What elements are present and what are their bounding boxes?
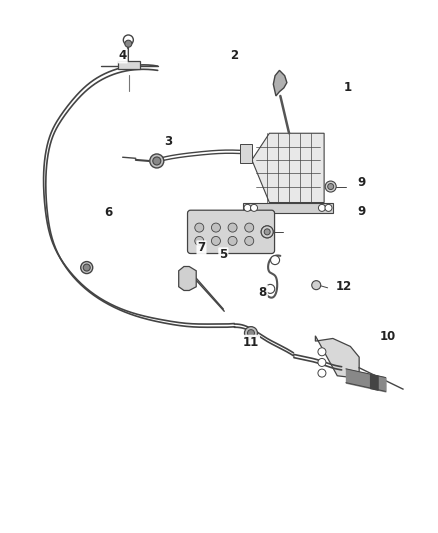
Circle shape [83,264,90,271]
Polygon shape [179,266,196,290]
Circle shape [247,329,254,337]
Circle shape [212,223,220,232]
Circle shape [318,369,326,377]
Text: 11: 11 [243,336,259,349]
Circle shape [245,223,254,232]
Circle shape [312,281,321,289]
Text: 6: 6 [105,206,113,219]
Text: 12: 12 [336,280,352,293]
Circle shape [264,229,270,235]
Polygon shape [243,203,333,213]
Text: 10: 10 [379,330,396,343]
Circle shape [325,181,336,192]
Circle shape [228,237,237,245]
FancyBboxPatch shape [187,210,275,254]
Circle shape [195,237,204,245]
Text: 4: 4 [119,50,127,62]
Polygon shape [273,70,287,96]
Circle shape [195,223,204,232]
Circle shape [325,204,332,212]
Circle shape [228,223,237,232]
Polygon shape [252,133,324,203]
Circle shape [318,358,326,367]
Circle shape [264,229,270,235]
Circle shape [244,327,258,340]
Circle shape [271,256,279,264]
Text: 1: 1 [344,82,352,94]
Circle shape [125,40,132,47]
Text: 8: 8 [259,286,267,298]
Circle shape [318,204,325,212]
Circle shape [266,285,275,293]
Polygon shape [240,144,252,163]
Circle shape [125,62,133,70]
Circle shape [244,204,251,212]
Circle shape [153,157,161,165]
Circle shape [261,226,273,238]
Circle shape [183,273,192,283]
Circle shape [328,183,334,190]
Circle shape [251,204,258,212]
Text: 3: 3 [165,135,173,148]
Circle shape [124,35,133,45]
Text: 2: 2 [230,50,238,62]
Circle shape [150,154,164,168]
Text: 9: 9 [357,176,365,189]
Circle shape [245,237,254,245]
Circle shape [212,237,220,245]
Circle shape [318,348,326,356]
Circle shape [81,262,93,273]
Text: 9: 9 [357,205,365,218]
Text: 5: 5 [219,248,227,261]
Polygon shape [315,336,359,378]
Circle shape [261,226,273,238]
Polygon shape [118,61,140,69]
Text: 7: 7 [198,241,205,254]
